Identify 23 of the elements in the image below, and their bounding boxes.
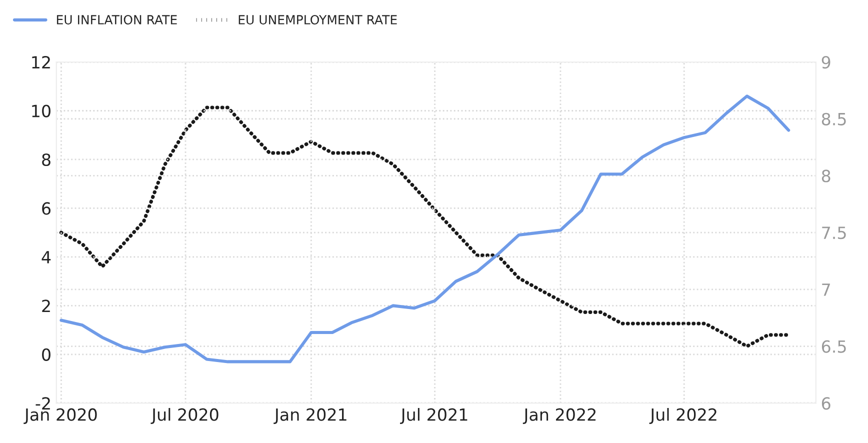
x-tick-label: Jul 2021 bbox=[400, 408, 468, 424]
y2-tick-label: 7.5 bbox=[822, 226, 846, 240]
y-tick-label: 4 bbox=[42, 251, 51, 264]
y-tick-label: -2 bbox=[36, 397, 50, 410]
y-tick-label: 2 bbox=[42, 300, 50, 312]
legend-label: EU INFLATION RATE bbox=[56, 15, 177, 24]
x-tick-label: Jul 2022 bbox=[649, 408, 716, 424]
y-tick-label: 10 bbox=[32, 104, 50, 118]
y2-tick-label: 9 bbox=[822, 56, 830, 69]
y2-tick-label: 8.5 bbox=[822, 112, 846, 126]
x-tick-label: Jan 2020 bbox=[24, 408, 97, 424]
y2-tick-label: 7 bbox=[822, 284, 830, 296]
y-tick-label: 8 bbox=[42, 153, 50, 166]
y-tick-label: 0 bbox=[42, 348, 50, 361]
x-tick-label: Jan 2022 bbox=[522, 408, 596, 424]
y2-tick-label: 6.5 bbox=[822, 340, 846, 353]
y-tick-label: 6 bbox=[42, 202, 51, 215]
y2-tick-label: 6 bbox=[822, 397, 830, 410]
legend-label: EU UNEMPLOYMENT RATE bbox=[238, 15, 397, 24]
y-tick-label: 12 bbox=[32, 56, 50, 68]
x-tick-label: Jul 2020 bbox=[150, 408, 218, 424]
y2-tick-label: 8 bbox=[822, 170, 830, 182]
x-tick-label: Jan 2021 bbox=[274, 408, 346, 424]
